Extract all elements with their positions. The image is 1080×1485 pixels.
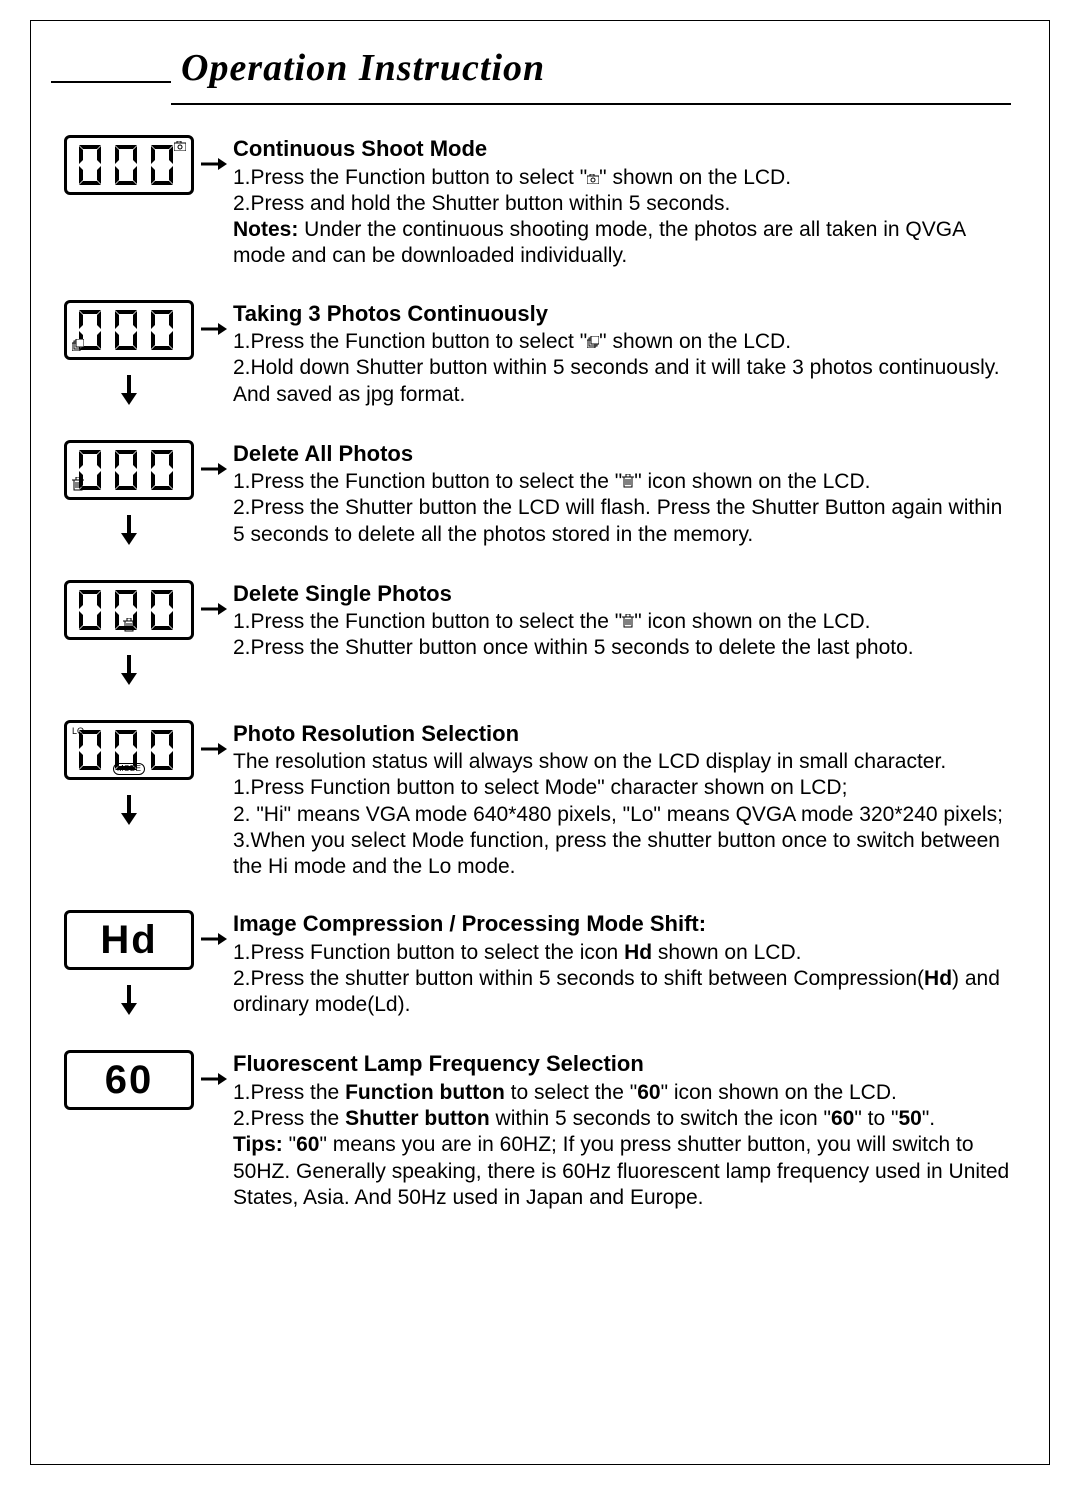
down-arrow-icon xyxy=(120,795,138,825)
page-title: Operation Instruction xyxy=(181,46,545,90)
section-text: Continuous Shoot Mode1.Press the Functio… xyxy=(233,135,1039,270)
lcd-column xyxy=(59,580,199,690)
section-6: 60 Fluorescent Lamp Frequency Selection1.… xyxy=(59,1050,1039,1211)
section-text: Delete All Photos1.Press the Function bu… xyxy=(233,440,1039,548)
lcd-corner-icon: LO xyxy=(72,726,84,736)
section-heading: Fluorescent Lamp Frequency Selection xyxy=(233,1050,1019,1078)
section-body: 1.Press Function button to select the ic… xyxy=(233,940,1019,1019)
right-arrow xyxy=(201,742,227,761)
title-line-left xyxy=(51,81,171,83)
section-body: 1.Press the Function button to select ""… xyxy=(233,329,1019,408)
right-arrow xyxy=(201,602,227,621)
right-arrow-icon xyxy=(201,602,227,616)
down-arrow-icon xyxy=(120,655,138,685)
page-border: Operation Instruction Continuous Shoot M… xyxy=(30,20,1050,1465)
lcd-display xyxy=(64,580,194,640)
right-arrow xyxy=(201,1072,227,1091)
lcd-digits xyxy=(75,448,183,492)
down-arrow-icon xyxy=(120,375,138,405)
lcd-corner-icon xyxy=(123,618,135,635)
lcd-column xyxy=(59,300,199,410)
lcd-digits xyxy=(75,308,183,352)
lcd-corner-icon xyxy=(72,477,84,494)
lcd-display: LO MODE xyxy=(64,720,194,780)
lcd-display xyxy=(64,135,194,195)
section-text: Fluorescent Lamp Frequency Selection1.Pr… xyxy=(233,1050,1039,1211)
down-arrow xyxy=(120,375,138,410)
right-arrow-icon xyxy=(201,322,227,336)
down-arrow xyxy=(120,515,138,550)
section-body: The resolution status will always show o… xyxy=(233,749,1019,880)
lcd-column xyxy=(59,135,199,195)
lcd-column: LO MODE xyxy=(59,720,199,830)
right-arrow-icon xyxy=(201,932,227,946)
section-text: Delete Single Photos1.Press the Function… xyxy=(233,580,1039,662)
section-body: 1.Press the Function button to select th… xyxy=(233,469,1019,548)
lcd-display: 60 xyxy=(64,1050,194,1110)
section-1: Taking 3 Photos Continuously1.Press the … xyxy=(59,300,1039,410)
lcd-display xyxy=(64,300,194,360)
lcd-column xyxy=(59,440,199,550)
down-arrow xyxy=(120,985,138,1020)
section-2: Delete All Photos1.Press the Function bu… xyxy=(59,440,1039,550)
lcd-mode-label: MODE xyxy=(113,763,145,775)
section-heading: Taking 3 Photos Continuously xyxy=(233,300,1019,328)
down-arrow xyxy=(120,655,138,690)
right-arrow xyxy=(201,157,227,176)
trash-icon xyxy=(622,471,634,494)
right-arrow xyxy=(201,322,227,341)
section-tips: Tips: "60" means you are in 60HZ; If you… xyxy=(233,1132,1019,1211)
lcd-text: Hd xyxy=(100,920,157,960)
lcd-text: 60 xyxy=(105,1060,154,1100)
stack-icon xyxy=(587,331,599,354)
section-text: Image Compression / Processing Mode Shif… xyxy=(233,910,1039,1018)
right-arrow xyxy=(201,462,227,481)
section-body: 1.Press the Function button to select th… xyxy=(233,1080,1019,1133)
section-3: Delete Single Photos1.Press the Function… xyxy=(59,580,1039,690)
camera-icon xyxy=(587,167,599,190)
title-row: Operation Instruction xyxy=(51,46,1039,90)
section-heading: Delete Single Photos xyxy=(233,580,1019,608)
lcd-column: 60 xyxy=(59,1050,199,1110)
lcd-display: Hd xyxy=(64,910,194,970)
lcd-display xyxy=(64,440,194,500)
lcd-column: Hd xyxy=(59,910,199,1020)
section-4: LO MODE Photo Resolution SelectionThe reso… xyxy=(59,720,1039,881)
sections-container: Continuous Shoot Mode1.Press the Functio… xyxy=(41,135,1039,1211)
section-body: 1.Press the Function button to select ""… xyxy=(233,165,1019,218)
section-heading: Continuous Shoot Mode xyxy=(233,135,1019,163)
section-notes: Notes: Under the continuous shooting mod… xyxy=(233,217,1019,270)
section-5: Hd Image Compression / Processing Mode Sh… xyxy=(59,910,1039,1020)
lcd-corner-icon xyxy=(72,339,84,354)
section-text: Taking 3 Photos Continuously1.Press the … xyxy=(233,300,1039,408)
right-arrow-icon xyxy=(201,1072,227,1086)
section-0: Continuous Shoot Mode1.Press the Functio… xyxy=(59,135,1039,270)
lcd-digits xyxy=(75,143,183,187)
section-heading: Photo Resolution Selection xyxy=(233,720,1019,748)
down-arrow-icon xyxy=(120,985,138,1015)
right-arrow-icon xyxy=(201,742,227,756)
trash-icon xyxy=(622,611,634,634)
section-body: 1.Press the Function button to select th… xyxy=(233,609,1019,662)
right-arrow-icon xyxy=(201,157,227,171)
lcd-corner-icon xyxy=(174,141,186,154)
title-underline xyxy=(171,103,1011,105)
down-arrow xyxy=(120,795,138,830)
down-arrow-icon xyxy=(120,515,138,545)
section-heading: Image Compression / Processing Mode Shif… xyxy=(233,910,1019,938)
right-arrow-icon xyxy=(201,462,227,476)
section-heading: Delete All Photos xyxy=(233,440,1019,468)
right-arrow xyxy=(201,932,227,951)
section-text: Photo Resolution SelectionThe resolution… xyxy=(233,720,1039,881)
